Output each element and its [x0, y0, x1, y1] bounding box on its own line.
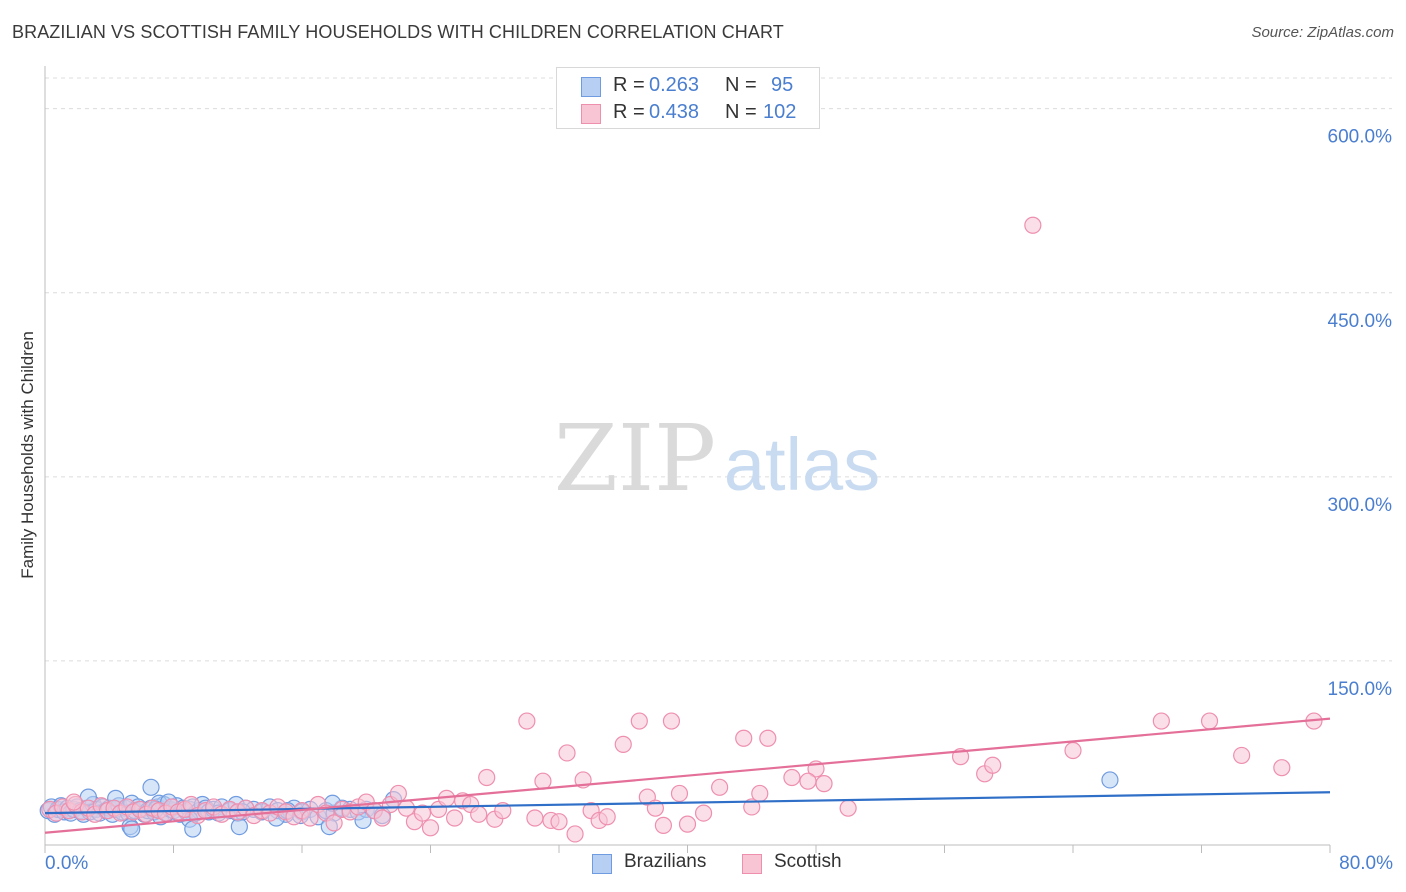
point-scottish — [550, 813, 568, 831]
stats-swatch-blue — [581, 77, 601, 97]
point-scottish — [558, 744, 576, 762]
point-scottish — [413, 804, 432, 822]
point-scottish — [445, 809, 464, 827]
y-tick-label: 300.0% — [1328, 495, 1393, 516]
y-tick-label: 600.0% — [1328, 127, 1393, 148]
y-tick-label: 150.0% — [1328, 679, 1393, 700]
source-label: Source: ZipAtlas.com — [1251, 24, 1394, 41]
legend-swatch-blue — [592, 854, 612, 874]
x-tick-label-min: 0.0% — [45, 853, 88, 874]
trend-line-scottish — [44, 717, 1331, 834]
point-scottish — [614, 735, 632, 753]
y-tick-label: 450.0% — [1328, 311, 1393, 332]
point-scottish — [1273, 759, 1291, 777]
point-scottish — [799, 772, 817, 790]
point-scottish — [1152, 712, 1170, 730]
point-scottish — [1200, 712, 1219, 730]
point-scottish — [678, 815, 697, 833]
tick-labels: 150.0% 300.0% 450.0% 600.0% 0.0% 80.0% — [45, 127, 1393, 874]
stats-n-label: N = — [725, 74, 757, 96]
data-points — [39, 216, 1323, 843]
x-tick-label-max: 80.0% — [1339, 853, 1393, 874]
legend-label: Brazilians — [624, 851, 707, 872]
point-scottish — [1064, 741, 1082, 760]
point-scottish — [783, 768, 801, 787]
point-scottish — [984, 756, 1002, 774]
point-scottish — [751, 784, 769, 803]
point-scottish — [598, 808, 616, 826]
legend-label: Scottish — [774, 851, 842, 872]
point-scottish — [694, 804, 713, 822]
chart-title: BRAZILIAN VS SCOTTISH FAMILY HOUSEHOLDS … — [12, 22, 784, 42]
legend-swatch-pink — [742, 854, 762, 874]
point-scottish — [630, 712, 648, 730]
point-scottish — [373, 809, 391, 827]
point-scottish — [815, 775, 833, 793]
point-scottish — [711, 778, 729, 796]
trend-lines — [44, 717, 1331, 834]
point-scottish — [1024, 216, 1042, 234]
axes — [44, 66, 1331, 853]
point-scottish — [65, 793, 83, 811]
stats-n-label: N = — [725, 101, 757, 123]
point-scottish — [526, 809, 544, 827]
point-scottish — [670, 784, 689, 803]
point-scottish — [421, 819, 440, 837]
stats-r-label: R = — [613, 101, 645, 123]
stats-r-value: 0.438 — [649, 101, 700, 123]
stats-r-label: R = — [613, 74, 645, 96]
stats-r-value: 0.263 — [649, 74, 700, 96]
point-brazilians — [230, 817, 248, 836]
point-scottish — [759, 729, 777, 747]
point-scottish — [478, 768, 496, 787]
grid-lines — [45, 77, 1392, 662]
watermark-atlas: atlas — [724, 423, 880, 506]
stats-box: R = 0.263 N = 95 R = 0.438 N = 102 — [556, 67, 820, 129]
watermark: ZIP atlas — [554, 405, 880, 512]
trend-line-brazilians — [44, 791, 1331, 815]
point-scottish — [1233, 746, 1251, 765]
point-scottish — [325, 814, 343, 832]
point-scottish — [518, 712, 536, 730]
point-scottish — [566, 825, 584, 843]
watermark-zip: ZIP — [554, 405, 716, 512]
stats-n-value: 102 — [763, 101, 797, 123]
point-scottish — [389, 784, 407, 803]
point-brazilians — [142, 778, 160, 796]
stats-swatch-pink — [581, 104, 601, 124]
point-scottish — [662, 712, 681, 730]
point-scottish — [743, 798, 761, 816]
point-scottish — [534, 772, 552, 790]
point-scottish — [470, 805, 488, 823]
point-scottish — [839, 799, 857, 817]
point-scottish — [735, 729, 753, 747]
stats-n-value: 95 — [771, 74, 794, 96]
point-brazilians — [1101, 771, 1119, 789]
point-scottish — [654, 816, 673, 834]
